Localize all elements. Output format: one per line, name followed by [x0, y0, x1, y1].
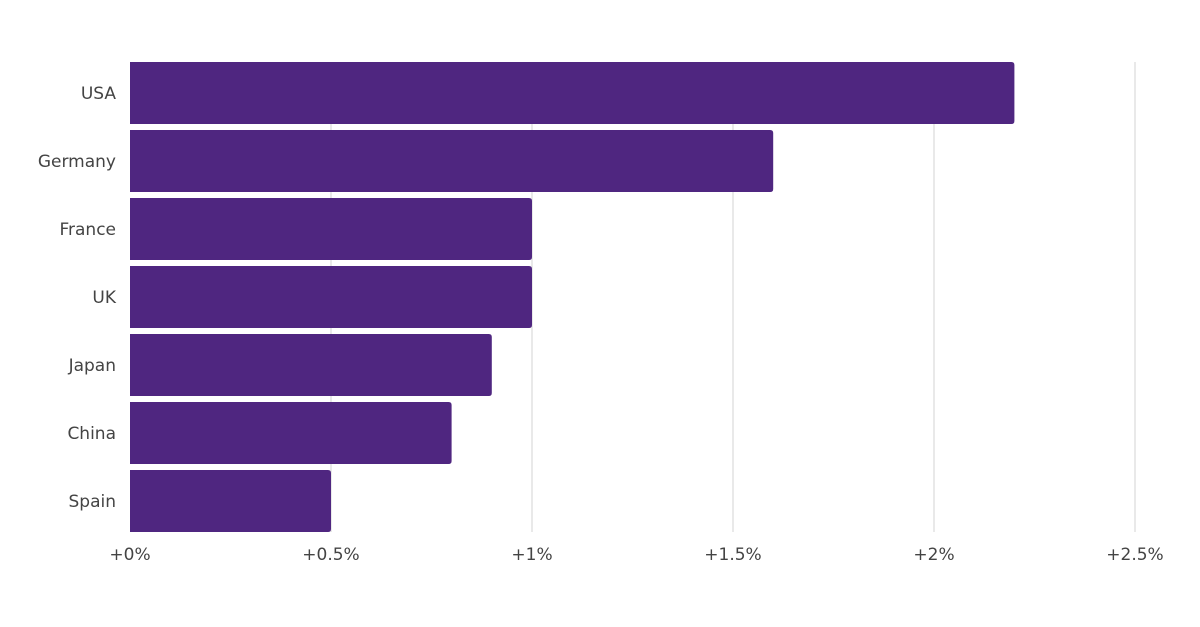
- bars: [130, 62, 1015, 532]
- category-label-usa: USA: [81, 84, 117, 104]
- bar-uk: [130, 266, 532, 328]
- bar-japan: [130, 334, 492, 396]
- category-label-france: France: [59, 220, 116, 240]
- category-label-japan: Japan: [68, 356, 116, 376]
- bar-germany: [130, 130, 774, 192]
- bar-france: [130, 198, 532, 260]
- x-tick-label: +2.5%: [1106, 545, 1163, 565]
- category-label-germany: Germany: [38, 152, 116, 172]
- x-tick-label: +0.5%: [302, 545, 359, 565]
- bar-china: [130, 402, 452, 464]
- category-labels: USA Germany France UK Japan China Spain: [38, 84, 117, 512]
- x-tick-label: +2%: [913, 545, 954, 565]
- x-tick-label: +0%: [109, 545, 150, 565]
- x-tick-label: +1%: [511, 545, 552, 565]
- bar-spain: [130, 470, 331, 532]
- x-axis-tick-labels: +0% +0.5% +1% +1.5% +2% +2.5%: [109, 545, 1163, 565]
- category-label-spain: Spain: [69, 492, 117, 512]
- bar-usa: [130, 62, 1015, 124]
- category-label-china: China: [67, 424, 116, 444]
- category-label-uk: UK: [92, 288, 116, 308]
- x-tick-label: +1.5%: [704, 545, 761, 565]
